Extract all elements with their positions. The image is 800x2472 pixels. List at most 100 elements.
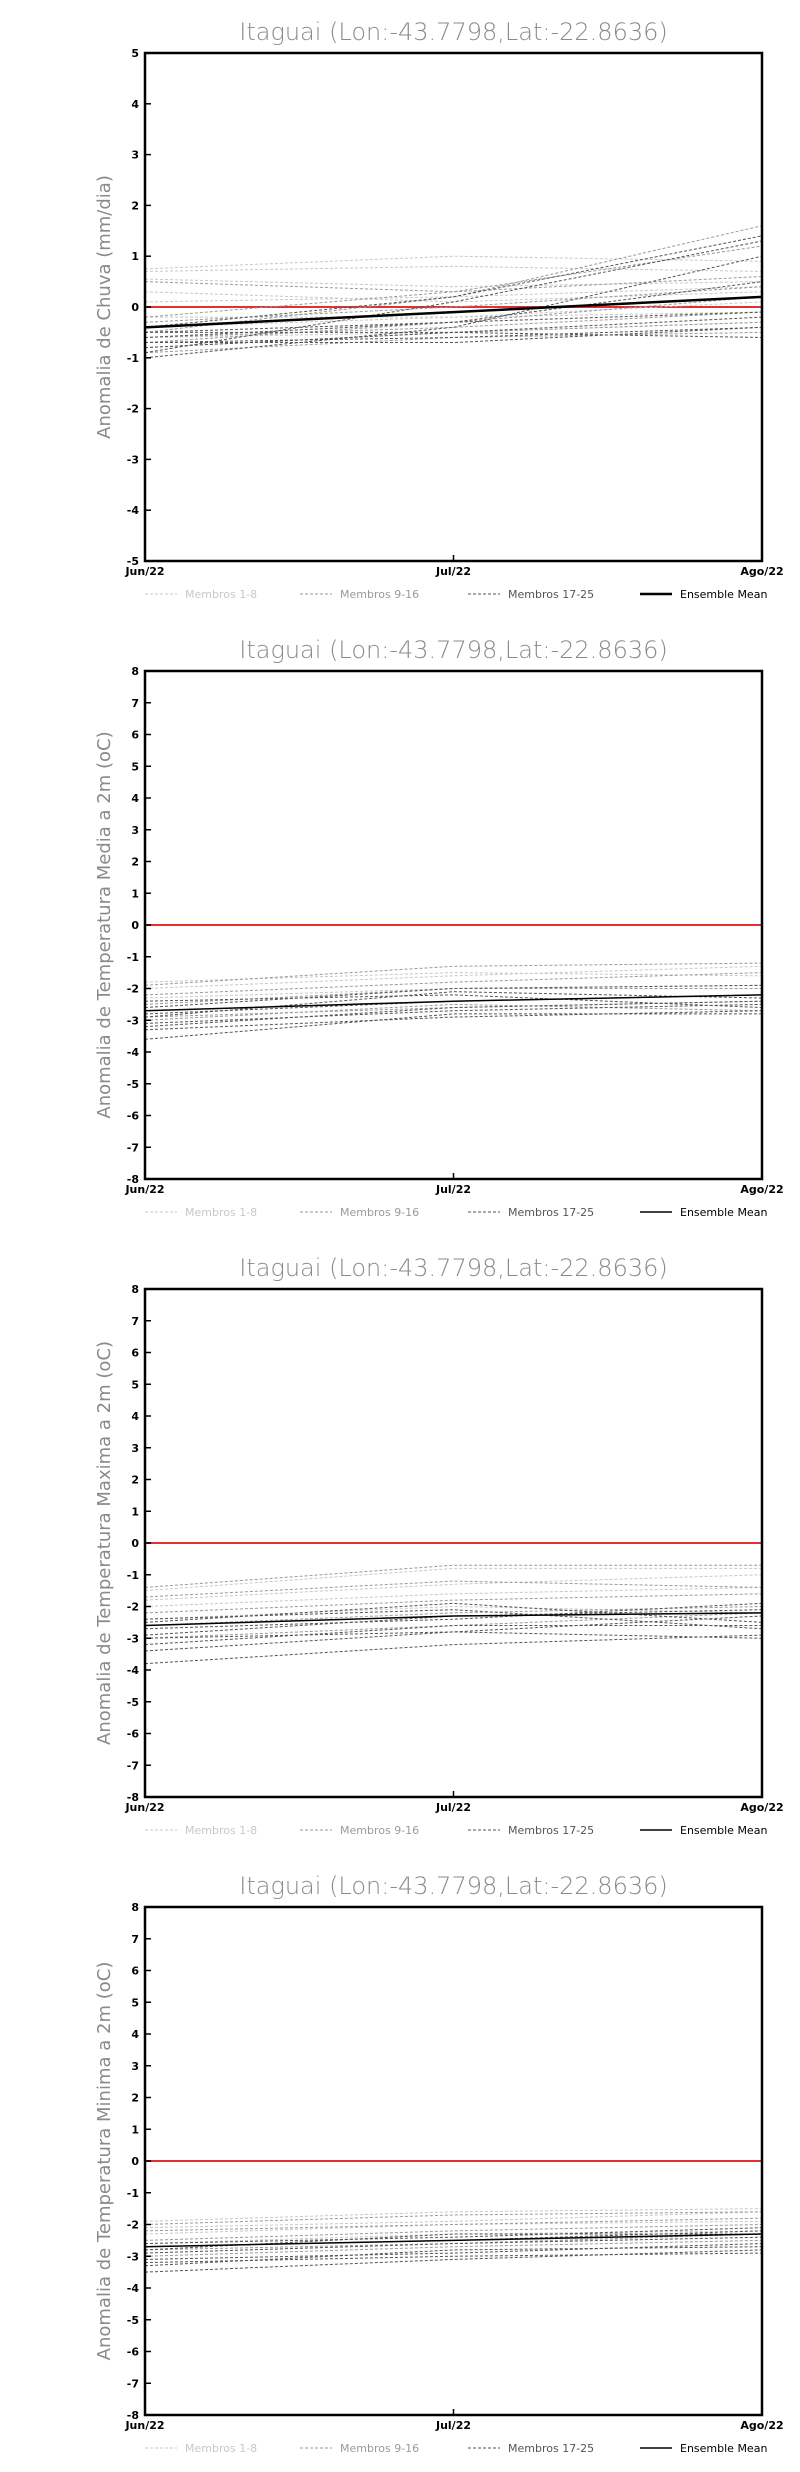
member-series-line [144,1612,763,1639]
ensemble-mean-line [144,1612,763,1627]
x-tick-label: Ago/22 [740,1801,783,1814]
member-series-line [144,1000,763,1018]
y-tick-label: -1 [127,951,139,964]
legend-label: Membros 1-8 [185,588,257,601]
y-tick-label: -1 [127,1569,139,1582]
member-series-line [144,278,763,288]
y-tick-label: -5 [127,2314,139,2327]
ensemble-mean-line [144,295,763,329]
ensemble-mean-line [144,2233,763,2248]
legend-label: Membros 1-8 [185,1206,257,1219]
member-series-line [144,2217,763,2232]
legend-label: Membros 9-16 [340,1824,419,1837]
member-series-line [144,1003,763,1021]
y-tick-label: -4 [127,1664,140,1677]
ensemble-mean-line [144,994,763,1012]
member-series-line [144,1586,763,1607]
y-tick-label: -4 [127,1046,140,1059]
legend-label: Membros 9-16 [340,588,419,601]
y-tick-label: 5 [131,47,139,60]
y-tick-label: -1 [127,352,139,365]
member-series-line [144,965,763,989]
y-tick-label: -3 [127,2250,139,2263]
member-series-line [144,255,763,270]
member-series-line [144,984,763,999]
y-tick-label: -1 [127,2187,139,2200]
legend-label: Ensemble Mean [680,1206,767,1219]
member-series-line [144,1615,763,1639]
y-tick-label: -3 [127,1632,139,1645]
x-tick-label: Ago/22 [740,2419,783,2432]
chart-title: Itaguai (Lon:-43.7798,Lat:-22.8636) [239,18,667,46]
member-series-line [144,301,763,328]
y-tick-label: 4 [131,98,139,111]
member-series-line [144,286,763,303]
member-series-line [144,1567,762,1592]
y-tick-label: -8 [127,2409,139,2422]
member-series-line [144,994,763,1009]
y-axis-label: Anomalia de Temperatura Maxima a 2m (oC) [94,1341,115,1745]
chart-svg: Itaguai (Lon:-43.7798,Lat:-22.8636) Anoma… [94,1254,784,1837]
member-series-line [144,265,763,272]
y-tick-label: 1 [131,250,139,263]
y-tick-label: -3 [127,1014,139,1027]
y-tick-label: -8 [127,1173,139,1186]
chart-panel-temp-maxima: Itaguai (Lon:-43.7798,Lat:-22.8636) Anoma… [0,1236,800,1854]
legend-label: Membros 17-25 [508,2442,594,2455]
chart-svg: Itaguai (Lon:-43.7798,Lat:-22.8636) Anoma… [94,636,784,1219]
x-tick-label: Ago/22 [740,565,783,578]
member-series-line [144,972,763,996]
y-tick-label: 3 [131,149,139,162]
y-tick-label: 7 [131,697,139,710]
y-tick-label: 0 [131,919,139,932]
y-tick-label: -8 [127,1791,139,1804]
legend-label: Ensemble Mean [680,2442,767,2455]
x-tick-label: Jul/22 [435,1801,471,1814]
member-series-line [144,991,763,1018]
y-tick-label: -6 [127,2346,140,2359]
y-tick-label: 4 [131,792,139,805]
member-series-line [144,962,763,986]
x-tick-label: Jul/22 [435,565,471,578]
y-tick-label: 0 [131,1537,139,1550]
member-series-line [144,235,763,328]
y-tick-label: 0 [131,301,139,314]
chart-svg: Itaguai (Lon:-43.7798,Lat:-22.8636) Anoma… [94,1872,784,2455]
legend-label: Membros 17-25 [508,1824,594,1837]
y-tick-label: -6 [127,1728,140,1741]
member-series-line [144,1580,763,1598]
y-tick-label: -4 [127,2282,140,2295]
y-tick-label: 7 [131,1315,139,1328]
member-series-line [144,311,763,338]
y-tick-label: 8 [131,1901,139,1914]
member-series-line [144,2224,763,2241]
y-tick-label: 0 [131,2155,139,2168]
member-series-line [144,2239,763,2257]
member-series-line [144,286,763,323]
y-tick-label: 1 [131,1505,139,1518]
member-series-line [144,994,763,1015]
y-tick-label: 2 [131,199,139,212]
y-tick-label: -5 [127,555,139,568]
x-tick-label: Jun/22 [124,2419,164,2432]
member-series-line [144,1003,763,1024]
y-tick-label: 6 [131,1347,139,1360]
y-axis-label: Anomalia de Chuva (mm/dia) [94,175,115,439]
legend-label: Membros 9-16 [340,1206,419,1219]
y-tick-label: -5 [127,1078,139,1091]
member-series-line [144,321,763,338]
member-series-line [144,281,763,338]
chart-panel-temp-minima: Itaguai (Lon:-43.7798,Lat:-22.8636) Anoma… [0,1854,800,2472]
x-tick-label: Jun/22 [124,1183,164,1196]
member-series-line [144,240,763,354]
member-series-line [144,2246,763,2267]
chart-panel-chuva: Itaguai (Lon:-43.7798,Lat:-22.8636) Anoma… [0,0,800,618]
y-tick-label: 1 [131,2123,139,2136]
x-tick-label: Jun/22 [124,1801,164,1814]
y-tick-label: 3 [131,2060,139,2073]
y-tick-label: 5 [131,1996,139,2009]
legend-label: Membros 9-16 [340,2442,419,2455]
y-tick-label: 2 [131,2092,139,2105]
member-series-line [144,321,763,349]
member-series-line [144,1602,763,1630]
